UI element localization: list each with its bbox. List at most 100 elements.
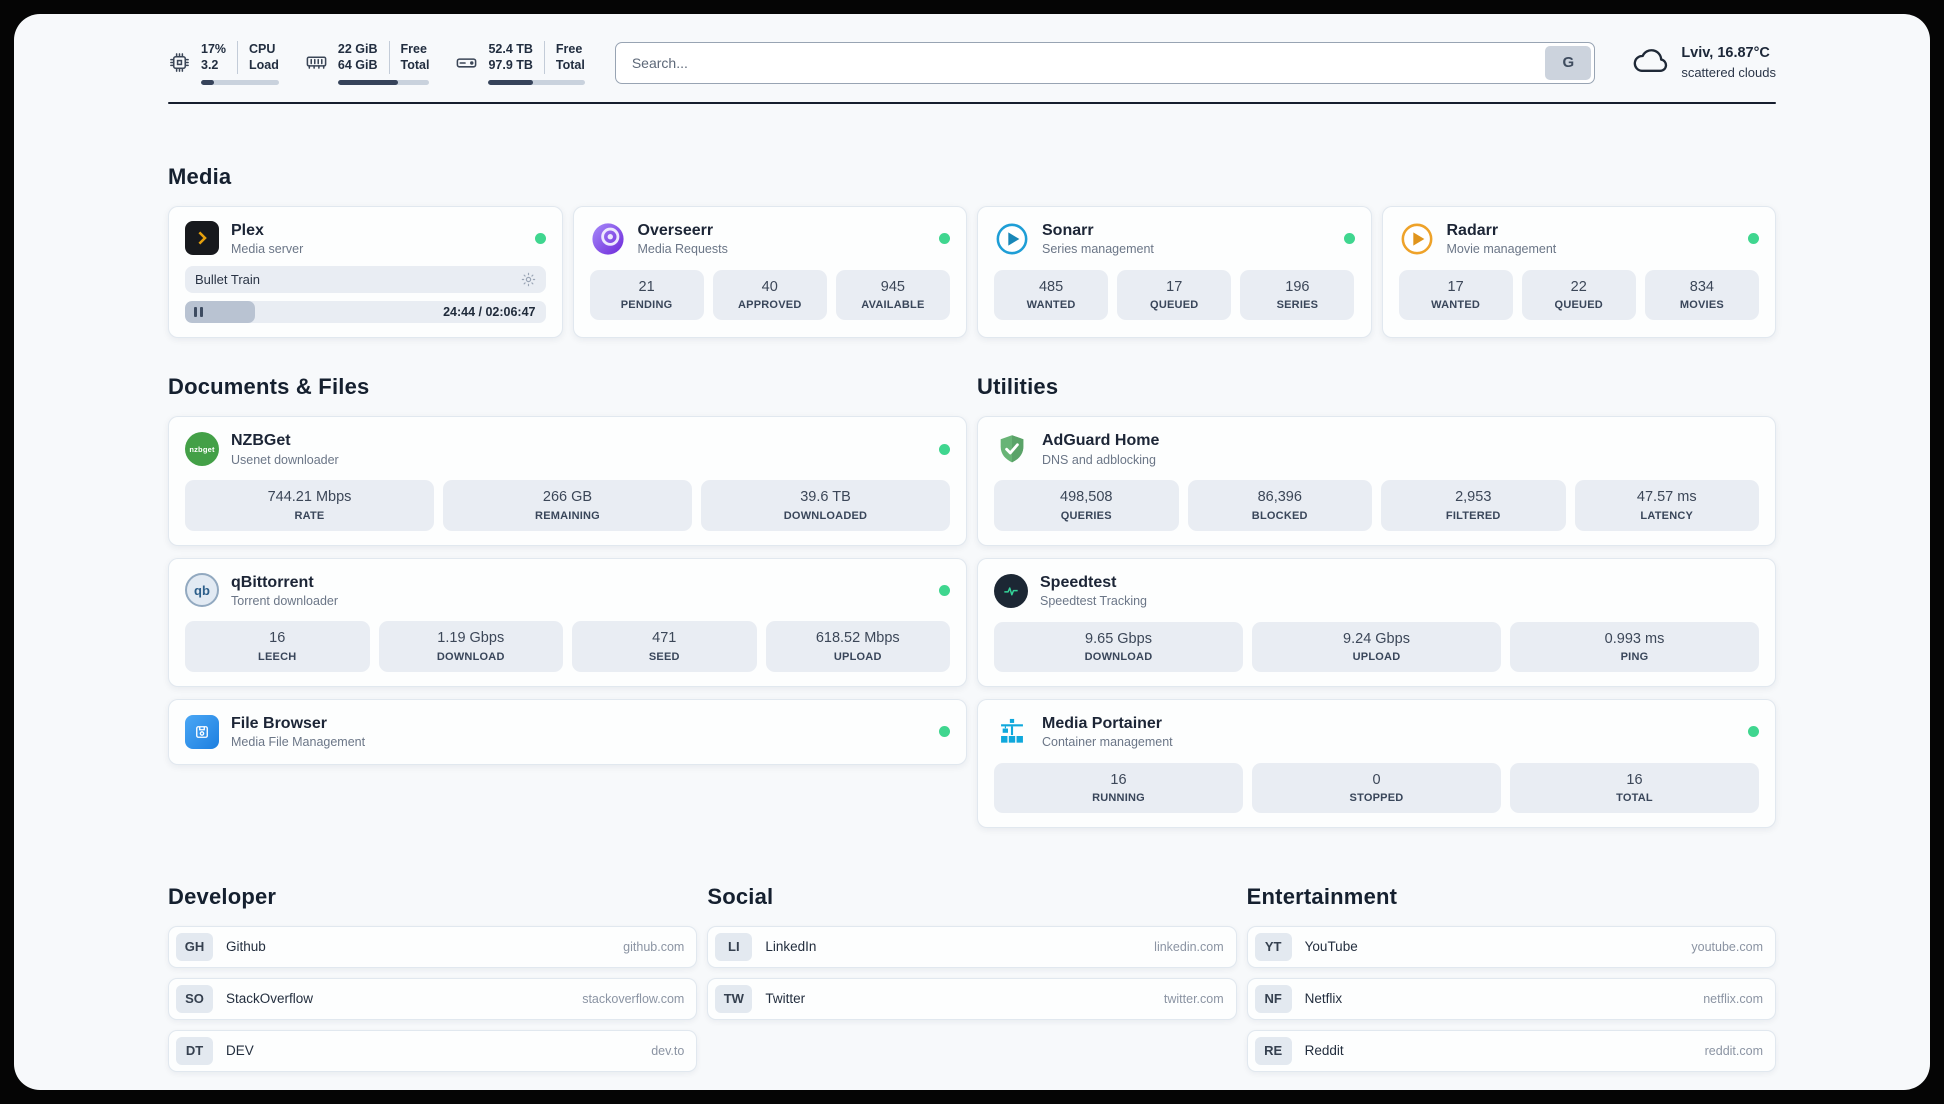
status-dot <box>939 726 950 738</box>
link-name: Netflix <box>1304 991 1343 1007</box>
link-name: StackOverflow <box>226 991 314 1007</box>
radarr-card[interactable]: Radarr Movie management 17 WANTED 22 QUE… <box>1381 205 1776 339</box>
link-abbr: TW <box>715 984 753 1013</box>
nzbget-card[interactable]: nzbget NZBGet Usenet downloader 744.21 M… <box>168 416 967 546</box>
storage-free-value: 52.4 TB <box>488 42 533 56</box>
link-domain: twitter.com <box>1163 991 1224 1006</box>
link-name: Github <box>226 939 266 955</box>
link-abbr: DT <box>176 1036 213 1065</box>
portainer-card[interactable]: Media Portainer Container management 16 … <box>977 698 1776 828</box>
storage-monitor: 52.4 TB 97.9 TB Free Total <box>455 41 585 85</box>
link-domain: dev.to <box>651 1043 685 1058</box>
playback-progress-bar[interactable]: 24:44 / 02:06:47 <box>185 301 546 324</box>
section-title-utilities: Utilities <box>977 374 1059 400</box>
stat-stopped: 0 STOPPED <box>1252 762 1501 813</box>
memory-total-value: 64 GiB <box>337 58 378 73</box>
stat-queries: 498,508 QUERIES <box>994 480 1179 531</box>
app-name: NZBGet <box>231 432 291 450</box>
app-subtitle: Movie management <box>1446 241 1557 256</box>
section-utilities: Utilities <box>977 374 1776 828</box>
weather-location: Lviv, 16.87°C <box>1681 45 1770 62</box>
status-dot <box>534 232 546 244</box>
app-subtitle: DNS and adblocking <box>1042 452 1156 467</box>
app-name: Speedtest <box>1040 573 1117 591</box>
app-subtitle: Media File Management <box>231 734 366 749</box>
system-monitors: 17% 3.2 CPU Load <box>168 41 585 85</box>
status-dot <box>1748 233 1759 244</box>
overseerr-card[interactable]: Overseerr Media Requests 21 PENDING 40 A… <box>572 205 967 339</box>
stat-upload: 618.52 Mbps UPLOAD <box>765 621 950 672</box>
filebrowser-card[interactable]: File Browser Media File Management <box>168 698 967 765</box>
app-subtitle: Media server <box>231 241 304 256</box>
storage-free-label: Free <box>555 42 583 56</box>
storage-progress-bar <box>488 79 585 85</box>
link-domain: reddit.com <box>1704 1043 1763 1058</box>
dashboard-page: 17% 3.2 CPU Load <box>14 14 1930 1090</box>
link-abbr: LI <box>715 932 753 961</box>
stat-downloaded: 39.6 TB DOWNLOADED <box>701 480 950 531</box>
gear-icon[interactable] <box>521 272 536 287</box>
stat-available: 945 AVAILABLE <box>835 269 950 320</box>
status-dot <box>939 584 950 596</box>
stat-running: 16 RUNNING <box>994 762 1243 813</box>
section-title-media: Media <box>168 163 232 189</box>
status-dot <box>939 443 950 455</box>
cloud-icon <box>1631 45 1671 80</box>
playback-time: 24:44 / 02:06:47 <box>443 305 536 320</box>
stat-ping: 0.993 ms PING <box>1510 621 1759 672</box>
adguard-shield-icon <box>994 431 1030 467</box>
link-github[interactable]: GH Github github.com <box>168 925 698 968</box>
app-name: Plex <box>231 221 264 239</box>
stat-queued: 17 QUEUED <box>1117 269 1232 320</box>
storage-total-label: Total <box>555 58 585 73</box>
weather-condition: scattered clouds <box>1681 64 1776 80</box>
link-abbr: NF <box>1254 984 1292 1013</box>
section-developer: Developer GH Github github.com SO StackO… <box>168 884 698 1072</box>
link-domain: linkedin.com <box>1154 939 1224 954</box>
link-reddit[interactable]: RE Reddit reddit.com <box>1246 1029 1776 1072</box>
sonarr-card[interactable]: Sonarr Series management 485 WANTED 17 Q… <box>977 205 1372 339</box>
cpu-monitor: 17% 3.2 CPU Load <box>168 41 279 85</box>
link-abbr: YT <box>1254 932 1292 961</box>
link-name: LinkedIn <box>765 939 817 955</box>
link-dev[interactable]: DT DEV dev.to <box>168 1029 698 1072</box>
app-name: Radarr <box>1446 221 1499 239</box>
stat-wanted: 17 WANTED <box>1398 269 1513 320</box>
link-domain: stackoverflow.com <box>582 991 685 1006</box>
section-social: Social LI LinkedIn linkedin.com TW Twitt… <box>707 883 1237 1020</box>
search-provider-button[interactable]: G <box>1545 45 1592 80</box>
overseerr-icon <box>590 221 626 257</box>
section-entertainment: Entertainment YT YouTube youtube.com NF … <box>1246 884 1776 1072</box>
section-media: Media Plex Media server <box>168 164 1776 339</box>
sonarr-icon <box>994 221 1030 257</box>
app-subtitle: Series management <box>1042 241 1154 256</box>
memory-monitor: 22 GiB 64 GiB Free Total <box>305 41 430 85</box>
stat-seed: 471 SEED <box>572 621 757 672</box>
section-title-social: Social <box>707 883 774 909</box>
link-linkedin[interactable]: LI LinkedIn linkedin.com <box>707 925 1237 968</box>
link-stackoverflow[interactable]: SO StackOverflow stackoverflow.com <box>168 977 698 1020</box>
top-bar: 17% 3.2 CPU Load <box>168 41 1776 85</box>
speedtest-card[interactable]: Speedtest Speedtest Tracking 9.65 Gbps D… <box>977 557 1776 687</box>
adguard-card[interactable]: AdGuard Home DNS and adblocking 498,508 … <box>977 416 1776 546</box>
pause-icon[interactable] <box>194 307 203 318</box>
plex-card[interactable]: Plex Media server Bullet Train <box>168 205 563 339</box>
memory-free-label: Free <box>400 42 427 56</box>
memory-icon <box>305 51 328 74</box>
cpu-progress-bar <box>201 79 279 85</box>
link-youtube[interactable]: YT YouTube youtube.com <box>1246 925 1776 968</box>
link-twitter[interactable]: TW Twitter twitter.com <box>707 977 1237 1020</box>
cpu-usage-label: CPU <box>249 42 276 56</box>
status-dot <box>939 233 950 244</box>
now-playing-title: Bullet Train <box>195 272 261 288</box>
qbittorrent-card[interactable]: qb qBittorrent Torrent downloader 16 LEE… <box>168 557 967 687</box>
link-netflix[interactable]: NF Netflix netflix.com <box>1246 977 1776 1020</box>
app-subtitle: Container management <box>1042 734 1173 749</box>
link-name: DEV <box>226 1043 254 1059</box>
search-input[interactable] <box>615 54 1543 71</box>
app-name: Media Portainer <box>1042 714 1163 732</box>
app-name: File Browser <box>231 714 328 732</box>
app-subtitle: Speedtest Tracking <box>1040 593 1148 608</box>
plex-icon <box>185 221 219 256</box>
app-name: Sonarr <box>1042 221 1094 239</box>
